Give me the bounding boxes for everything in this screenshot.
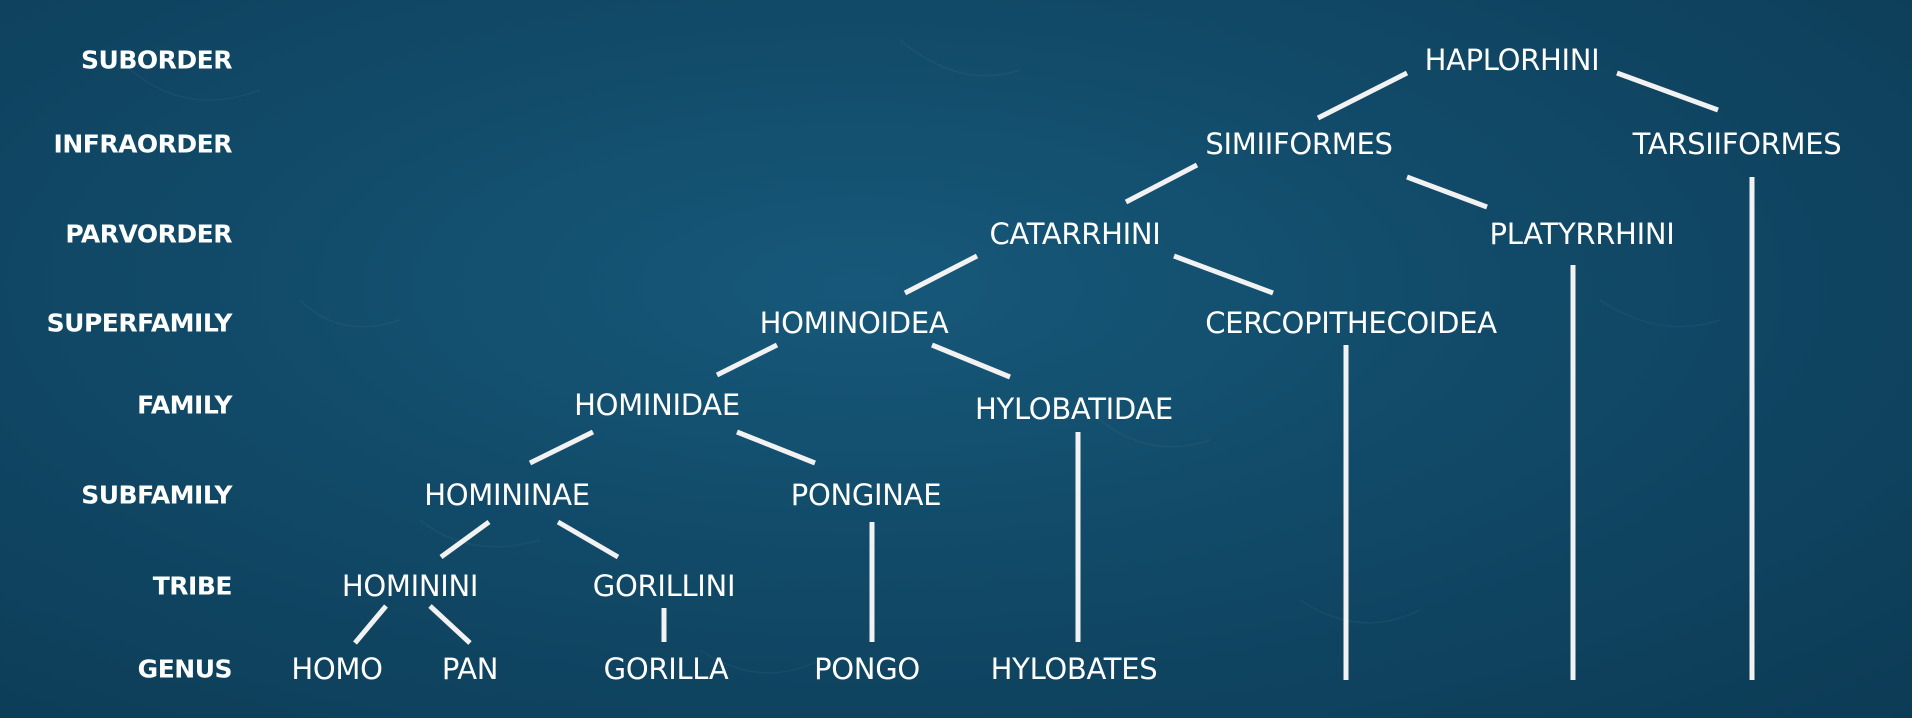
taxon-gorilla: GORILLA — [603, 652, 729, 686]
edge-homininae-gorillini — [556, 519, 620, 560]
edge-hominoidea-hominidae — [715, 342, 779, 378]
rank-label-genus: GENUS — [137, 654, 233, 684]
taxon-pongo: PONGO — [814, 652, 920, 686]
taxon-platyrrhini: PLATYRRHINI — [1489, 217, 1675, 251]
edge-catarrhini-hominoidea — [903, 253, 979, 296]
taxon-pan: PAN — [441, 652, 499, 686]
taxon-hylobates: HYLOBATES — [990, 652, 1158, 686]
edge-homininae-hominini — [439, 519, 491, 560]
edge-hominini-homo — [353, 604, 388, 645]
taxon-tarsiiformes: TARSIIFORMES — [1632, 127, 1842, 161]
rank-label-parvorder: PARVORDER — [65, 219, 232, 249]
edge-haplorhini-tarsiiformes — [1616, 70, 1719, 113]
taxon-ponginae: PONGINAE — [790, 478, 942, 512]
edge-simiiformes-catarrhini — [1124, 162, 1199, 205]
rank-label-superfamily: SUPERFAMILY — [46, 308, 233, 338]
rank-label-subfamily: SUBFAMILY — [81, 480, 232, 510]
edge-hominidae-ponginae — [736, 429, 816, 466]
taxon-hominidae: HOMINIDAE — [574, 388, 740, 422]
taxon-homo: HOMO — [291, 652, 383, 686]
taxon-hylobatidae: HYLOBATIDAE — [975, 392, 1173, 426]
rank-label-infraorder: INFRAORDER — [53, 129, 233, 159]
taxon-hominoidea: HOMINOIDEA — [759, 306, 949, 340]
edge-catarrhini-cercopithecoidea — [1173, 253, 1274, 296]
rank-label-suborder: SUBORDER — [81, 45, 232, 75]
taxon-catarrhini: CATARRHINI — [989, 217, 1161, 251]
edge-hominidae-homininae — [528, 429, 595, 466]
edge-simiiformes-platyrrhini — [1406, 174, 1488, 210]
rank-label-tribe: TRIBE — [152, 571, 233, 601]
edge-haplorhini-simiiformes — [1316, 70, 1409, 121]
edge-hominini-pan — [428, 604, 472, 645]
rank-label-family: FAMILY — [137, 390, 232, 420]
taxon-gorillini: GORILLINI — [592, 569, 736, 603]
taxon-simiiformes: SIMIIFORMES — [1205, 127, 1393, 161]
taxon-cercopithecoidea: CERCOPITHECOIDEA — [1205, 306, 1497, 340]
taxon-homininae: HOMININAE — [424, 478, 590, 512]
edge-hominoidea-hylobatidae — [931, 342, 1011, 380]
taxon-haplorhini: HAPLORHINI — [1424, 43, 1600, 77]
taxon-hominini: HOMININI — [341, 569, 479, 603]
